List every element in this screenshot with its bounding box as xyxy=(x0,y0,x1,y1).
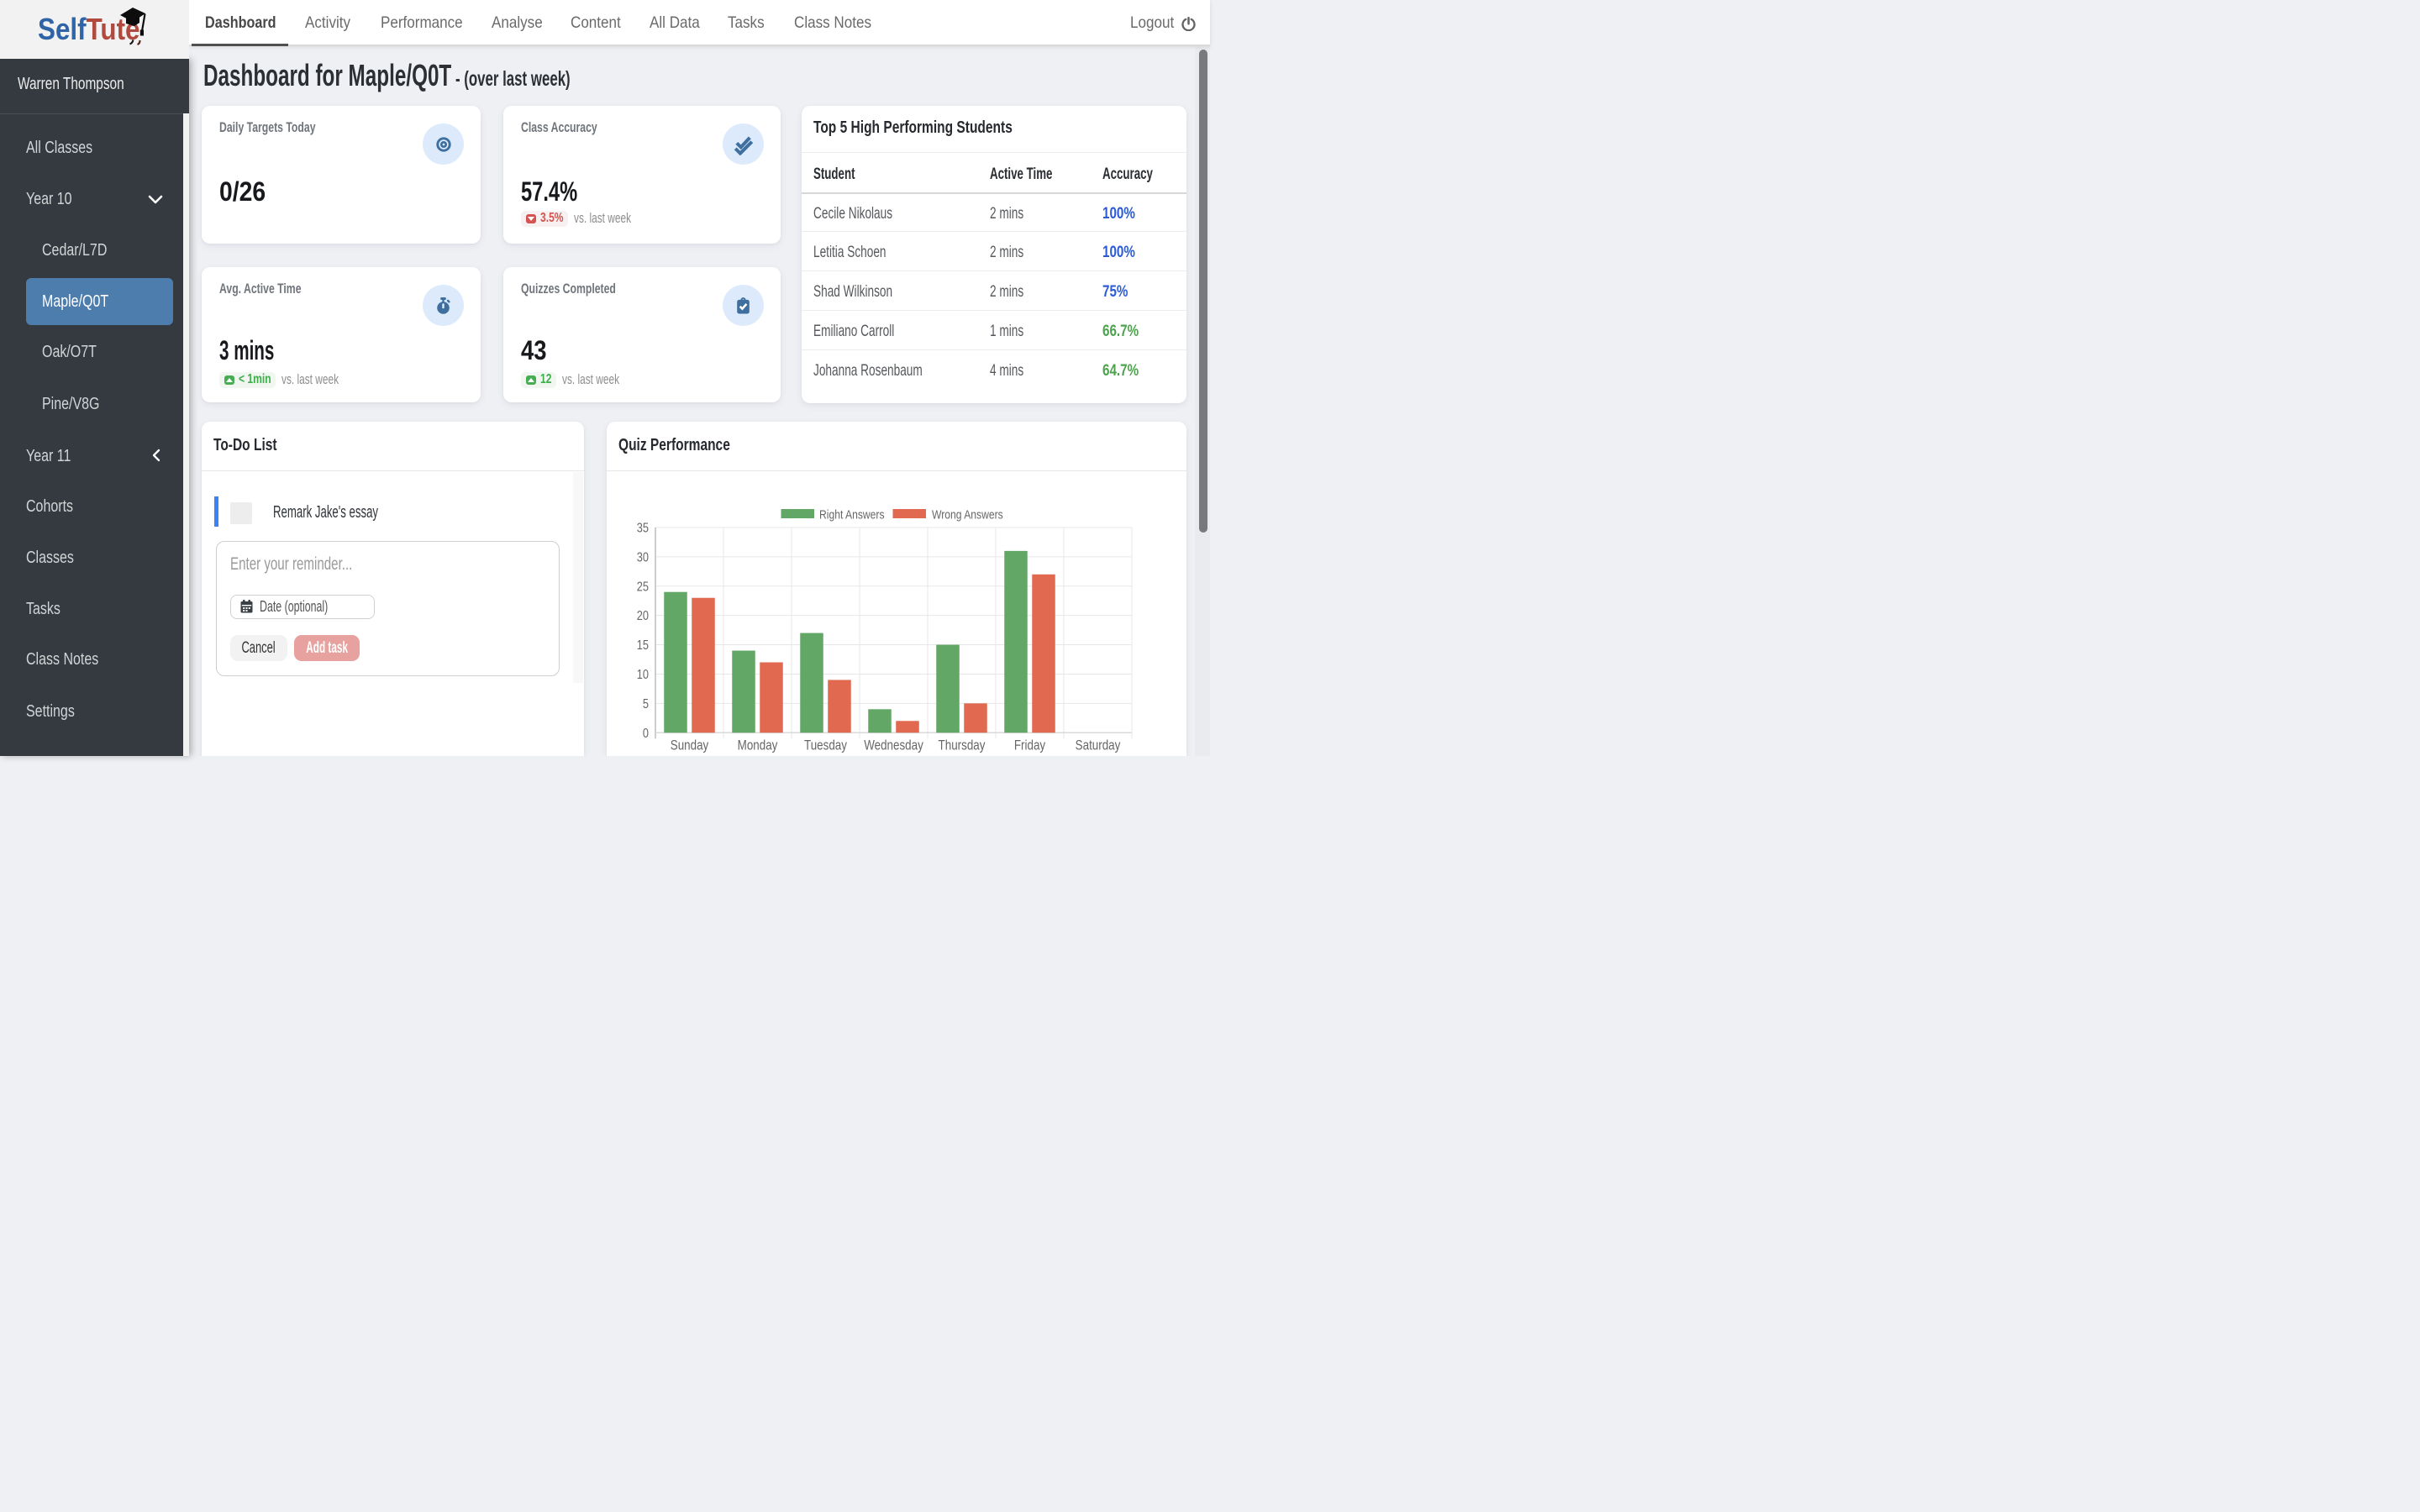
svg-text:Monday: Monday xyxy=(737,738,777,753)
svg-text:Tuesday: Tuesday xyxy=(804,738,847,753)
svg-text:20: 20 xyxy=(636,609,648,624)
svg-text:Friday: Friday xyxy=(1013,738,1045,753)
svg-text:Wednesday: Wednesday xyxy=(864,738,923,753)
svg-text:10: 10 xyxy=(636,668,648,683)
svg-text:15: 15 xyxy=(636,638,648,654)
svg-text:35: 35 xyxy=(636,521,648,536)
svg-text:0: 0 xyxy=(642,726,648,741)
svg-text:30: 30 xyxy=(636,550,648,565)
svg-text:Thursday: Thursday xyxy=(938,738,985,753)
svg-text:Wrong Answers: Wrong Answers xyxy=(932,507,1003,521)
svg-text:25: 25 xyxy=(636,580,648,595)
svg-text:5: 5 xyxy=(642,697,648,712)
svg-text:Right Answers: Right Answers xyxy=(819,507,885,521)
svg-text:Sunday: Sunday xyxy=(670,738,708,753)
svg-text:Saturday: Saturday xyxy=(1075,738,1120,753)
